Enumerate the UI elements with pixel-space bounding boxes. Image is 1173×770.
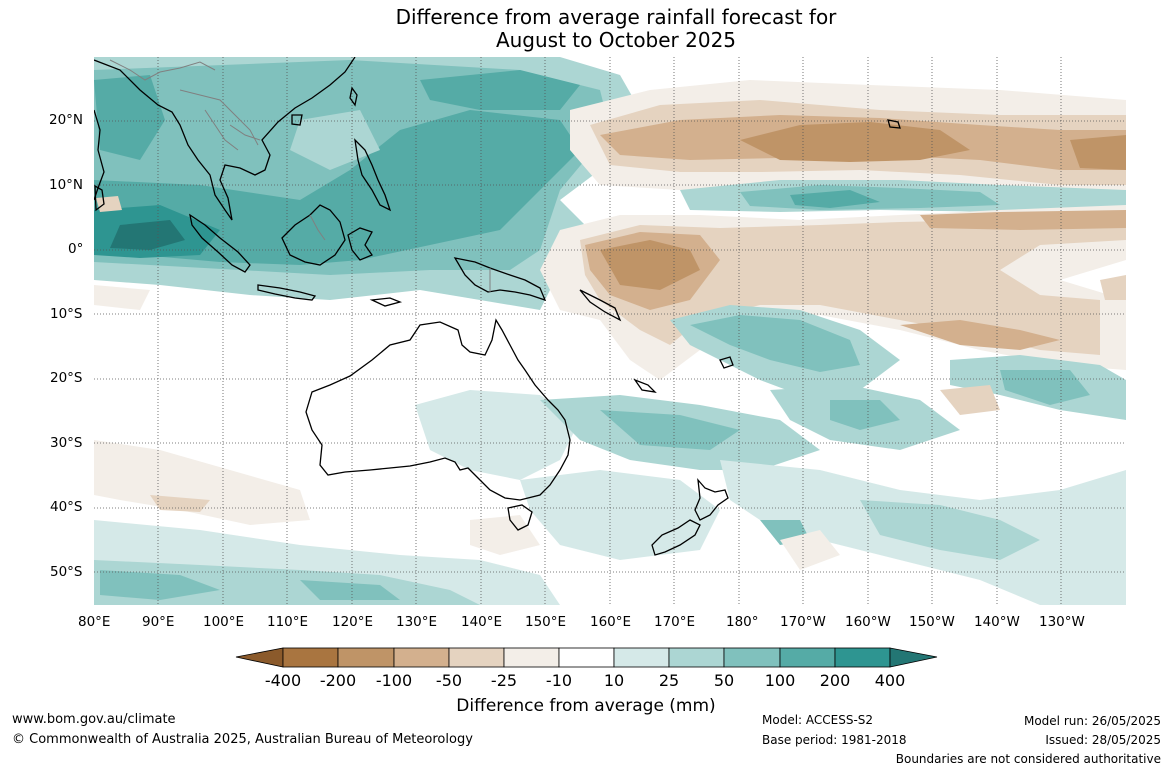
colorbar-swatch-lt-400 [235,647,284,668]
lat-label: 10°S [50,306,83,322]
lon-label: 130°W [1039,614,1085,630]
colorbar-swatch-25-50 [668,647,725,668]
australia-outline [305,318,571,501]
philippines-outline [354,138,392,212]
lon-label: 90°E [142,614,175,630]
lat-label: 50°S [50,564,83,580]
sumatra-outline [189,213,251,273]
colorbar-swatch-50-25 [448,647,505,668]
lon-label: 170°E [654,614,696,630]
lon-label: 150°E [525,614,567,630]
colorbar-label: -50 [435,671,463,690]
india-outline [94,109,105,201]
hawaii-outline [887,119,901,129]
colorbar [235,647,938,668]
lon-label: 160°E [590,614,632,630]
lat-label: 30°S [50,435,83,451]
website-link[interactable]: www.bom.gov.au/climate [12,712,176,727]
colorbar-label: 50 [713,671,735,690]
timor-outline [369,297,403,307]
lon-label: 80°E [78,614,111,630]
lon-label: 150°W [909,614,955,630]
lon-label: 120°E [332,614,374,630]
lon-label: 100°E [203,614,245,630]
copyright-text: © Commonwealth of Australia 2025, Austra… [12,732,473,747]
colorbar-label: 400 [874,671,906,690]
new-zealand-north-outline [694,478,729,521]
colorbar-swatch-100-200 [779,647,836,668]
country-borders [109,59,491,292]
lon-label: 110°E [267,614,309,630]
lat-label: 0° [68,241,84,257]
java-outline [257,284,317,301]
colorbar-swatch-gt-400 [889,647,938,668]
model-name: Model: ACCESS-S2 [762,713,874,727]
tasmania-outline [507,504,533,531]
hainan-outline [291,114,303,126]
colorbar-label: -100 [375,671,413,690]
colorbar-label: -400 [264,671,302,690]
model-run-date: Model run: 26/05/2025 [1023,714,1161,728]
coastlines [94,57,901,556]
solomon-islands-outline [579,289,622,322]
colorbar-label: -200 [319,671,357,690]
colorbar-swatch-200-100 [337,647,395,668]
lat-label: 20°N [49,112,84,128]
colorbar-swatch-200-400 [834,647,891,668]
new-zealand-south-outline [651,519,701,556]
colorbar-swatch-10-25 [613,647,670,668]
lat-label: 40°S [50,499,83,515]
colorbar-label: -10 [545,671,573,690]
lon-label: 160°W [845,614,891,630]
colorbar-label: 100 [764,671,796,690]
issued-date: Issued: 28/05/2025 [1045,733,1161,747]
map-title-line2: August to October 2025 [495,28,737,52]
colorbar-label: 25 [658,671,680,690]
lat-label: 20°S [50,370,83,386]
colorbar-swatch-50-100 [723,647,781,668]
lon-label: 130°E [396,614,438,630]
colorbar-swatch-100-50 [393,647,450,668]
sri-lanka-outline [94,184,105,212]
lat-label: 10°N [49,177,84,193]
colorbar-label: 10 [603,671,625,690]
lon-label: 180° [726,614,759,630]
lon-label: 140°W [974,614,1020,630]
colorbar-swatch-400-200 [282,647,339,668]
colorbar-swatch-10-10 [558,647,615,668]
fiji-outline [719,356,734,369]
colorbar-title: Difference from average (mm) [456,696,716,716]
base-period: Base period: 1981-2018 [762,733,907,747]
lon-label: 140°E [461,614,503,630]
mainland-asia-outline [94,57,356,221]
taiwan-outline [349,86,358,107]
colorbar-label: -25 [490,671,518,690]
boundaries-disclaimer: Boundaries are not considered authoritat… [895,752,1161,766]
new-guinea-outline [453,257,547,302]
map-title-line1: Difference from average rainfall forecas… [395,5,837,29]
colorbar-label: 200 [819,671,851,690]
colorbar-swatch-25-10 [503,647,560,668]
sulawesi-outline [347,227,373,261]
borneo-outline [281,204,346,266]
lon-label: 170°W [780,614,826,630]
new-caledonia-outline [633,378,657,393]
